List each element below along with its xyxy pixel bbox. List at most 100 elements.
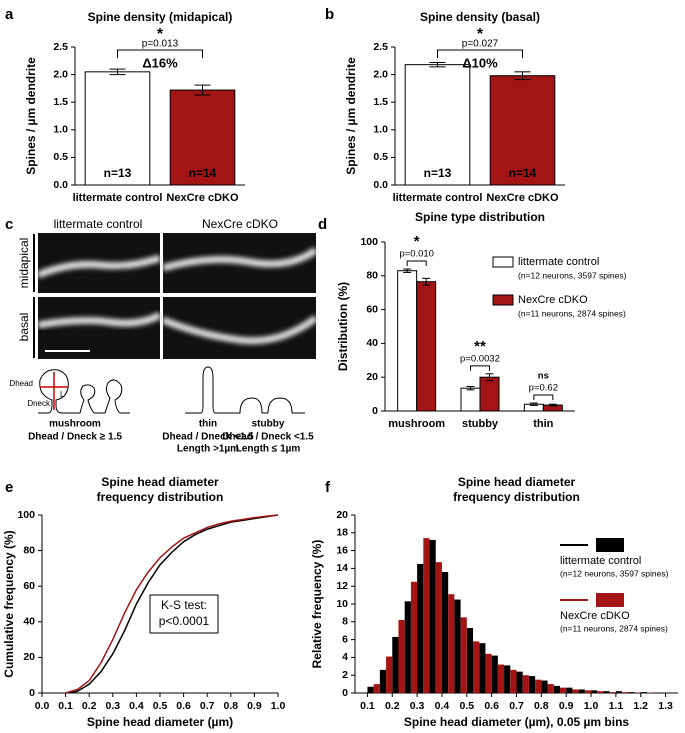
mushroom-diagram — [38, 369, 130, 414]
histogram-bar — [435, 562, 442, 693]
line-series — [65, 514, 279, 694]
histogram-bar — [367, 686, 374, 693]
histogram-bar — [541, 680, 548, 693]
spine-type-criterion: Dhead / Dneck ≥ 1.5 — [28, 432, 122, 443]
histogram-bar — [454, 599, 461, 693]
x-tick-label: 1.2 — [633, 700, 648, 712]
histogram-bar — [535, 679, 542, 693]
y-tick-label: 14 — [336, 562, 348, 574]
x-tick-label: littermate control — [73, 192, 163, 204]
legend-swatch — [492, 294, 514, 306]
y-tick-label: 1.0 — [53, 124, 68, 136]
legend-swatch — [596, 593, 624, 607]
spine-type-criterion: Length >1µm — [177, 444, 239, 455]
x-tick-label: 0.4 — [435, 700, 450, 712]
dendrite — [37, 311, 162, 329]
y-tick-label: 40 — [23, 616, 35, 628]
x-tick-label: 0.9 — [559, 700, 574, 712]
significance-stars: ** — [474, 338, 486, 355]
histogram-bar — [640, 692, 647, 693]
chart-title: frequency distribution — [453, 490, 580, 504]
p-value: p=0.0032 — [460, 353, 500, 364]
histogram-bar — [609, 692, 616, 693]
histogram-bar — [572, 689, 579, 693]
x-tick-label: 0.7 — [200, 700, 215, 712]
y-tick-label: 100 — [17, 509, 35, 521]
y-tick-label: 2 — [342, 669, 348, 681]
significance-bracket — [437, 49, 523, 58]
significance-stars: * — [477, 26, 484, 43]
y-tick-label: 16 — [336, 544, 348, 556]
y-tick-label: 0 — [29, 687, 35, 699]
p-value: p=0.010 — [399, 249, 434, 260]
y-tick-label: 1.5 — [373, 96, 388, 108]
histogram-bar — [386, 656, 393, 693]
y-tick-label: 0 — [372, 405, 378, 417]
y-tick-label: 60 — [23, 580, 35, 592]
stubby-diagram — [230, 397, 305, 414]
histogram-bar — [479, 643, 486, 693]
significance-bracket — [470, 365, 490, 371]
histogram-bar — [597, 691, 604, 693]
y-tick-label: 4 — [342, 651, 348, 663]
histogram-bar — [497, 664, 505, 693]
legend-note: (n=11 neurons, 2874 spines) — [560, 623, 668, 633]
bar — [489, 75, 556, 186]
annotation-box — [149, 594, 219, 634]
histogram-bar — [410, 581, 418, 693]
y-tick-label: 20 — [23, 651, 35, 663]
x-tick-label: thin — [533, 418, 553, 430]
x-tick-label: littermate control — [393, 192, 483, 204]
thin-diagram — [185, 366, 230, 414]
panel-letter: f — [325, 479, 331, 496]
bar — [397, 270, 418, 412]
y-axis-label: Distribution (%) — [336, 282, 350, 371]
significance-stars: * — [414, 233, 420, 250]
y-tick-label: 2.0 — [373, 68, 388, 80]
legend-label: littermate control — [560, 555, 641, 567]
x-axis-label: Spine head diameter (µm), 0.05 µm bins — [404, 715, 630, 729]
p-value: p=0.027 — [462, 39, 499, 50]
histogram-bar — [584, 690, 592, 693]
histogram-bar — [522, 675, 529, 693]
line-series — [65, 514, 279, 694]
chart-title: Spine type distribution — [415, 210, 545, 224]
x-tick-label: 0.6 — [484, 700, 499, 712]
bar — [404, 64, 471, 186]
histogram-bar — [466, 628, 474, 693]
chart-title: Spine density (basal) — [420, 10, 540, 24]
x-tick-label: NexCre cDKO — [166, 192, 239, 204]
panel-letter: a — [5, 6, 14, 23]
legend-note: (n=11 neurons, 2874 spines) — [518, 308, 626, 318]
x-tick-label: 0.1 — [360, 700, 375, 712]
delta-label: Δ10% — [462, 55, 498, 70]
legend-swatch — [492, 256, 514, 268]
p-value: p=0.013 — [142, 39, 179, 50]
significance-stars: ns — [538, 371, 549, 382]
bar — [460, 387, 481, 412]
histogram-bar — [460, 617, 467, 693]
significance-bracket — [533, 394, 554, 401]
histogram-bar — [528, 676, 536, 693]
dendrite — [162, 247, 319, 272]
histogram-bar — [373, 684, 380, 693]
spine-type-criterion: Dhead / Dneck <1.5 — [222, 432, 314, 443]
y-tick-label: 40 — [366, 337, 378, 349]
y-tick-label: 2.0 — [53, 68, 68, 80]
spine-type-criterion: Dhead / Dneck <1.5 — [162, 432, 254, 443]
x-tick-label: mushroom — [388, 418, 445, 430]
chart-title: Spine head diameter — [101, 475, 219, 489]
diagram-label: L — [60, 390, 65, 399]
histogram-bar — [516, 671, 523, 693]
panel-letter: e — [5, 479, 13, 496]
chart-title: Spine head diameter — [458, 475, 576, 489]
y-tick-label: 1.0 — [373, 124, 388, 136]
x-tick-label: 0.5 — [153, 700, 168, 712]
bar — [479, 376, 500, 412]
histogram-bar — [417, 563, 424, 693]
significance-bracket — [406, 260, 427, 267]
x-tick-label: 0.6 — [176, 700, 191, 712]
x-tick-label: 0.2 — [82, 700, 97, 712]
spine-type-criterion: Length ≤ 1µm — [236, 444, 301, 455]
row-label: midapical — [17, 238, 31, 289]
